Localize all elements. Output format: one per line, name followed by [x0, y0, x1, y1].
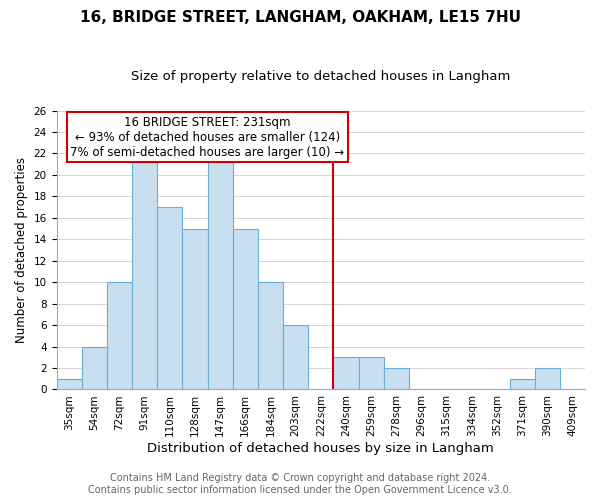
Text: 16, BRIDGE STREET, LANGHAM, OAKHAM, LE15 7HU: 16, BRIDGE STREET, LANGHAM, OAKHAM, LE15…	[79, 10, 521, 25]
Bar	[535, 368, 560, 390]
Bar	[334, 358, 359, 390]
Title: Size of property relative to detached houses in Langham: Size of property relative to detached ho…	[131, 70, 511, 83]
Bar	[359, 358, 383, 390]
Bar	[157, 207, 182, 390]
Bar	[258, 282, 283, 390]
Bar	[383, 368, 409, 390]
Bar	[208, 154, 233, 390]
Bar	[283, 325, 308, 390]
Y-axis label: Number of detached properties: Number of detached properties	[15, 157, 28, 343]
X-axis label: Distribution of detached houses by size in Langham: Distribution of detached houses by size …	[148, 442, 494, 455]
Bar	[509, 378, 535, 390]
Bar	[233, 228, 258, 390]
Bar	[132, 154, 157, 390]
Bar	[82, 346, 107, 390]
Text: Contains HM Land Registry data © Crown copyright and database right 2024.
Contai: Contains HM Land Registry data © Crown c…	[88, 474, 512, 495]
Bar	[56, 378, 82, 390]
Text: 16 BRIDGE STREET: 231sqm
← 93% of detached houses are smaller (124)
7% of semi-d: 16 BRIDGE STREET: 231sqm ← 93% of detach…	[70, 116, 344, 159]
Bar	[107, 282, 132, 390]
Bar	[182, 228, 208, 390]
